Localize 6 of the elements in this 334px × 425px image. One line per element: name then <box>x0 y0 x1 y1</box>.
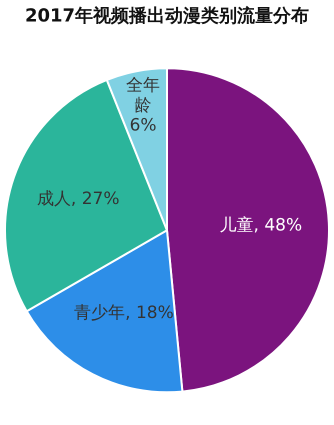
chart-title: 2017年视频播出动漫类别流量分布 <box>24 5 310 26</box>
data-label: 6% <box>130 116 157 136</box>
slice-label: 青少年, 18% <box>74 303 174 324</box>
slice-label: 全年龄 <box>126 76 160 116</box>
slice-label: 成人, 27% <box>36 188 120 209</box>
slice-label: 儿童, 48% <box>220 215 302 236</box>
